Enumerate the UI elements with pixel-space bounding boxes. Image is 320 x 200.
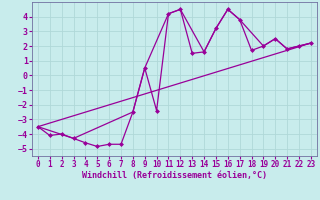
X-axis label: Windchill (Refroidissement éolien,°C): Windchill (Refroidissement éolien,°C) [82,171,267,180]
